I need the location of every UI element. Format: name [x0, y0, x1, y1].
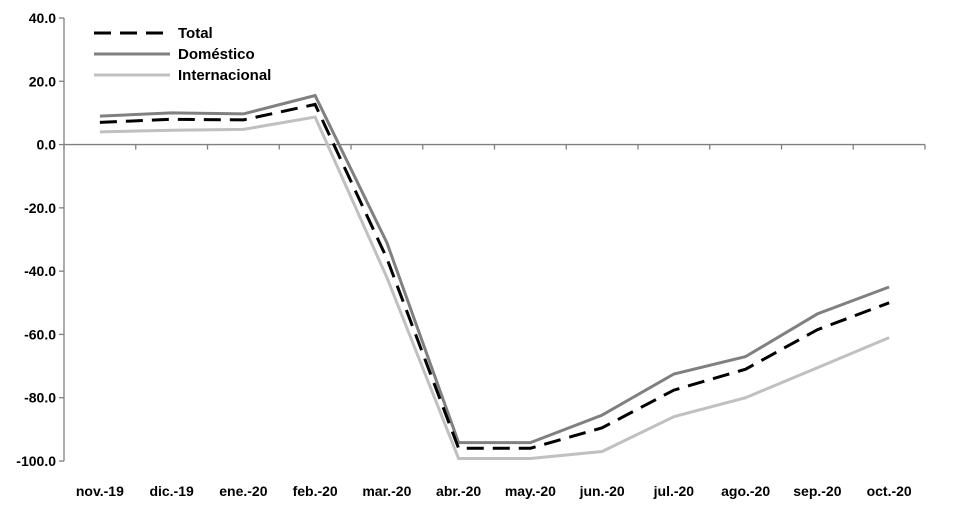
legend: Total Doméstico Internacional [94, 25, 271, 84]
x-tick-label: jul.-20 [653, 483, 695, 499]
x-tick-label: mar.-20 [362, 483, 411, 499]
x-tick-label: dic.-19 [149, 483, 194, 499]
x-tick-label: oct.-20 [867, 483, 912, 499]
legend-label: Doméstico [178, 46, 255, 63]
y-tick-label: 40.0 [29, 10, 56, 26]
y-tick-label: -60.0 [24, 326, 56, 342]
series-lines [99, 93, 890, 460]
x-tick-label: abr.-20 [436, 483, 481, 499]
y-tick-label: 20.0 [29, 73, 56, 89]
x-tick-label: nov.-19 [76, 483, 124, 499]
x-tick-label: jun.-20 [579, 483, 625, 499]
y-tick-label: -20.0 [24, 200, 56, 216]
y-tick-label: -40.0 [24, 263, 56, 279]
series-line-total [99, 102, 890, 450]
legend-label: Total [178, 25, 213, 42]
x-tick-label: sep.-20 [793, 483, 841, 499]
x-tick-label: feb.-20 [293, 483, 338, 499]
y-axis: 40.0 20.0 0.0 -20.0 -40.0 -60.0 -80.0 -100.0 [16, 10, 65, 469]
legend-label: Internacional [178, 67, 271, 84]
y-tick-label: -80.0 [24, 390, 56, 406]
series-line-internacional [99, 115, 890, 460]
y-tick-label: 0.0 [37, 137, 57, 153]
x-axis: nov.-19 dic.-19 ene.-20 feb.-20 mar.-20 abr.-… [63, 143, 926, 499]
series-line-domstico [99, 93, 890, 445]
y-tick-label: -100.0 [16, 453, 56, 469]
x-tick-label: may.-20 [505, 483, 556, 499]
x-tick-label: ago.-20 [721, 483, 770, 499]
x-tick-label: ene.-20 [219, 483, 267, 499]
